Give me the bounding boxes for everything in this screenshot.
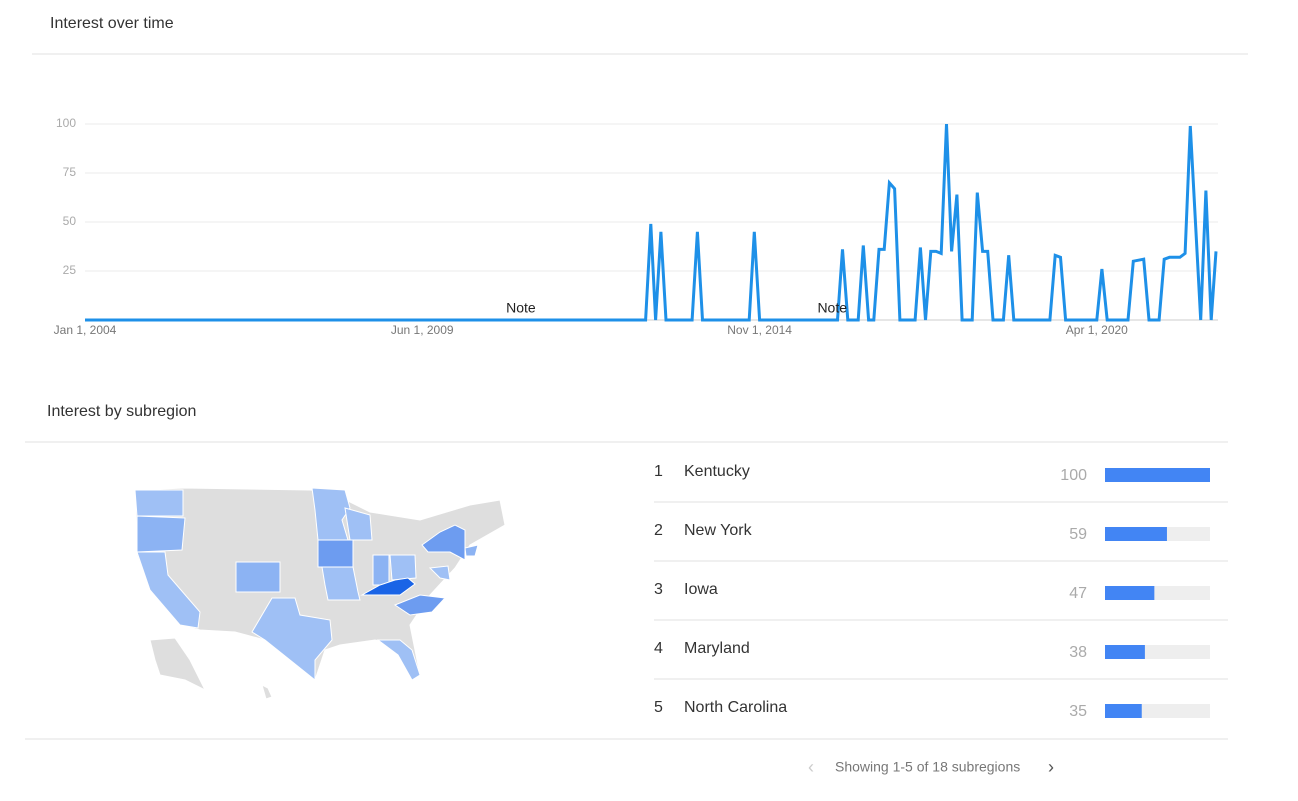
rank: 2 <box>654 522 663 539</box>
us-map <box>134 487 506 700</box>
region-value: 59 <box>1069 526 1087 543</box>
region-name: Iowa <box>684 581 718 598</box>
y-tick-label: 25 <box>63 263 77 277</box>
note-label: Note <box>817 300 847 316</box>
note-label: Note <box>506 300 536 316</box>
rank: 5 <box>654 699 663 716</box>
region-name: North Carolina <box>684 699 787 716</box>
section-title: Interest over time <box>50 15 174 32</box>
next-page[interactable]: › <box>1048 757 1054 777</box>
prev-page: ‹ <box>808 757 814 777</box>
rank: 3 <box>654 581 663 598</box>
x-tick-label: Jun 1, 2009 <box>391 323 454 337</box>
x-tick-label: Apr 1, 2020 <box>1066 323 1128 337</box>
region-name: New York <box>684 522 753 539</box>
bar <box>1105 586 1155 600</box>
bar <box>1105 527 1167 541</box>
region-name: Maryland <box>684 640 750 657</box>
region-value: 38 <box>1069 644 1087 661</box>
rank: 4 <box>654 640 663 657</box>
bar <box>1105 645 1145 659</box>
region-name: Kentucky <box>684 463 750 480</box>
region-value: 47 <box>1069 585 1087 602</box>
pagination-text: Showing 1-5 of 18 subregions <box>835 759 1020 775</box>
rank: 1 <box>654 463 663 480</box>
region-value: 100 <box>1060 467 1087 484</box>
trend-line <box>85 123 1218 322</box>
x-tick-label: Nov 1, 2014 <box>727 323 792 337</box>
y-tick-label: 75 <box>63 165 77 179</box>
bar <box>1105 468 1210 482</box>
region-value: 35 <box>1069 703 1087 720</box>
y-tick-label: 50 <box>63 214 77 228</box>
section-title: Interest by subregion <box>47 403 196 420</box>
bar <box>1105 704 1142 718</box>
y-tick-label: 100 <box>56 116 76 130</box>
x-tick-label: Jan 1, 2004 <box>54 323 117 337</box>
